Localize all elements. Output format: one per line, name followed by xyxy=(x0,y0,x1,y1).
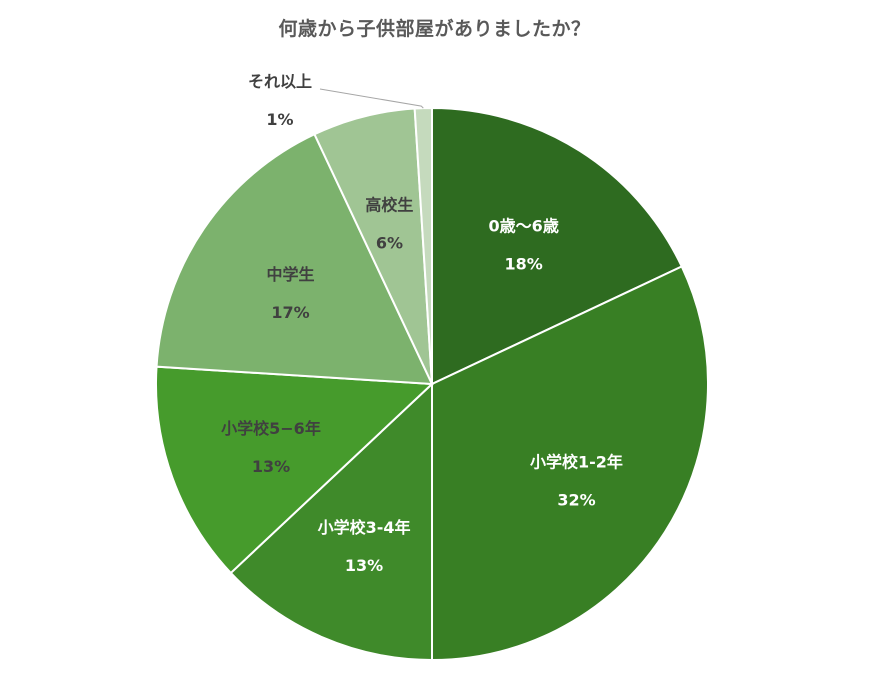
slice-value-label: 18% xyxy=(505,255,543,274)
pie-slice-2 xyxy=(431,265,709,662)
leader-line xyxy=(319,88,424,109)
pie-slice-5 xyxy=(155,132,434,386)
slice-category-label: 小学校1-2年 xyxy=(530,453,623,472)
slice-category-label: 小学校5−6年 xyxy=(221,419,321,438)
slice-category-label: 中学生 xyxy=(266,265,314,284)
pie-slice-7 xyxy=(413,106,433,385)
slice-value-label: 13% xyxy=(345,556,383,575)
pie-slice-1 xyxy=(431,106,684,386)
slice-value-label: 1% xyxy=(266,110,293,129)
slice-value-label: 17% xyxy=(271,303,309,322)
slice-value-label: 32% xyxy=(557,491,595,510)
slice-category-label: 0歳〜6歳 xyxy=(489,217,559,236)
pie-slice-4 xyxy=(155,365,435,575)
pie-slice-3 xyxy=(229,381,433,662)
slice-value-label: 13% xyxy=(252,457,290,476)
slice-category-label: それ以上 xyxy=(248,72,312,91)
chart-title: 何歳から子供部屋がありましたか？ xyxy=(278,18,591,40)
slice-value-label: 6% xyxy=(376,233,403,252)
slice-category-label: 高校生 xyxy=(365,195,413,214)
slice-category-label: 小学校3-4年 xyxy=(318,518,411,537)
